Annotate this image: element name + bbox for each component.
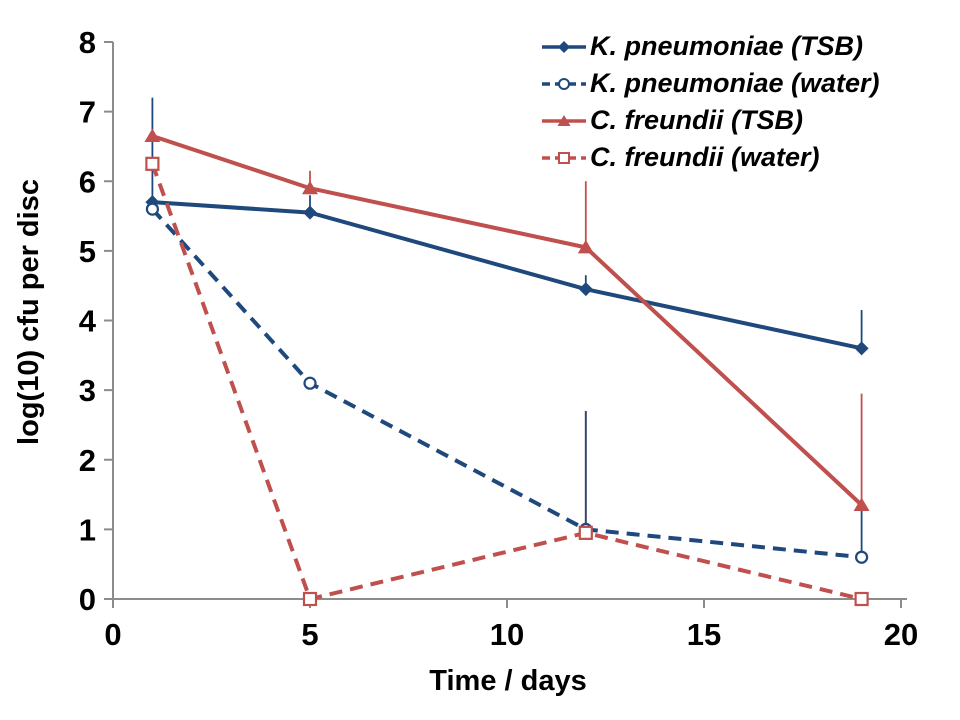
- series-line-1: [150, 207, 862, 560]
- series-line-0: [152, 200, 863, 351]
- series-3-square-marker: [302, 591, 318, 607]
- legend-key-square-open: [542, 151, 586, 164]
- series-0-diamond-marker: [578, 282, 593, 297]
- y-tick-label: 5: [79, 234, 96, 269]
- legend-item-3: C. freundii (water): [541, 139, 880, 176]
- legend-square-open-marker: [558, 151, 570, 164]
- x-tick-label: 5: [301, 617, 318, 652]
- series-0-diamond-marker: [303, 205, 317, 220]
- legend-item-0: K. pneumoniae (TSB): [541, 28, 880, 65]
- x-tick-label: 10: [490, 617, 524, 652]
- legend-key-diamond-filled: [542, 40, 586, 53]
- series-1-circle-marker: [303, 376, 317, 390]
- series-line-3: [150, 163, 863, 602]
- series-2-triangle-marker: [577, 239, 594, 254]
- legend-diamond-filled-marker: [558, 40, 570, 53]
- x-tick-label: 0: [104, 617, 121, 652]
- legend-circle-open-marker: [558, 77, 570, 90]
- series-2-triangle-marker: [302, 180, 318, 195]
- series-3-square-marker: [145, 156, 160, 171]
- legend-item-1: K. pneumoniae (water): [541, 65, 880, 102]
- legend-label: C. freundii (water): [590, 142, 820, 172]
- legend-label: K. pneumoniae (water): [590, 68, 880, 98]
- legend-key-circle-open: [542, 77, 586, 90]
- x-axis-title: Time / days: [429, 665, 586, 697]
- series-3-square-marker: [854, 591, 869, 607]
- legend-key-triangle-filled: [542, 114, 586, 126]
- y-axis-title: log(10) cfu per disc: [13, 179, 45, 445]
- y-tick-label: 0: [79, 582, 96, 617]
- series-line-2: [151, 134, 863, 507]
- x-tick-label: 20: [884, 617, 918, 652]
- y-tick-label: 1: [79, 512, 96, 547]
- series-1-circle-marker: [145, 202, 159, 216]
- legend-label: C. freundii (TSB): [590, 105, 803, 135]
- y-tick-label: 6: [79, 164, 96, 199]
- y-tick-label: 4: [79, 304, 97, 339]
- chart-legend: K. pneumoniae (TSB) K. pneumoniae (water)…: [541, 28, 880, 176]
- series-1-circle-marker: [854, 550, 869, 564]
- y-tick-label: 3: [79, 373, 96, 408]
- series-3-square-marker: [578, 525, 593, 540]
- y-tick-label: 2: [79, 443, 96, 478]
- legend-label: K. pneumoniae (TSB): [590, 31, 864, 61]
- series-2-triangle-marker: [144, 128, 161, 142]
- series-2-triangle-marker: [853, 497, 870, 512]
- y-tick-label: 7: [79, 95, 96, 130]
- y-tick-label: 8: [79, 25, 96, 60]
- x-tick-label: 15: [687, 617, 721, 652]
- legend-item-2: C. freundii (TSB): [541, 102, 880, 139]
- legend-triangle-filled-marker: [557, 114, 571, 126]
- series-0-diamond-marker: [854, 341, 869, 356]
